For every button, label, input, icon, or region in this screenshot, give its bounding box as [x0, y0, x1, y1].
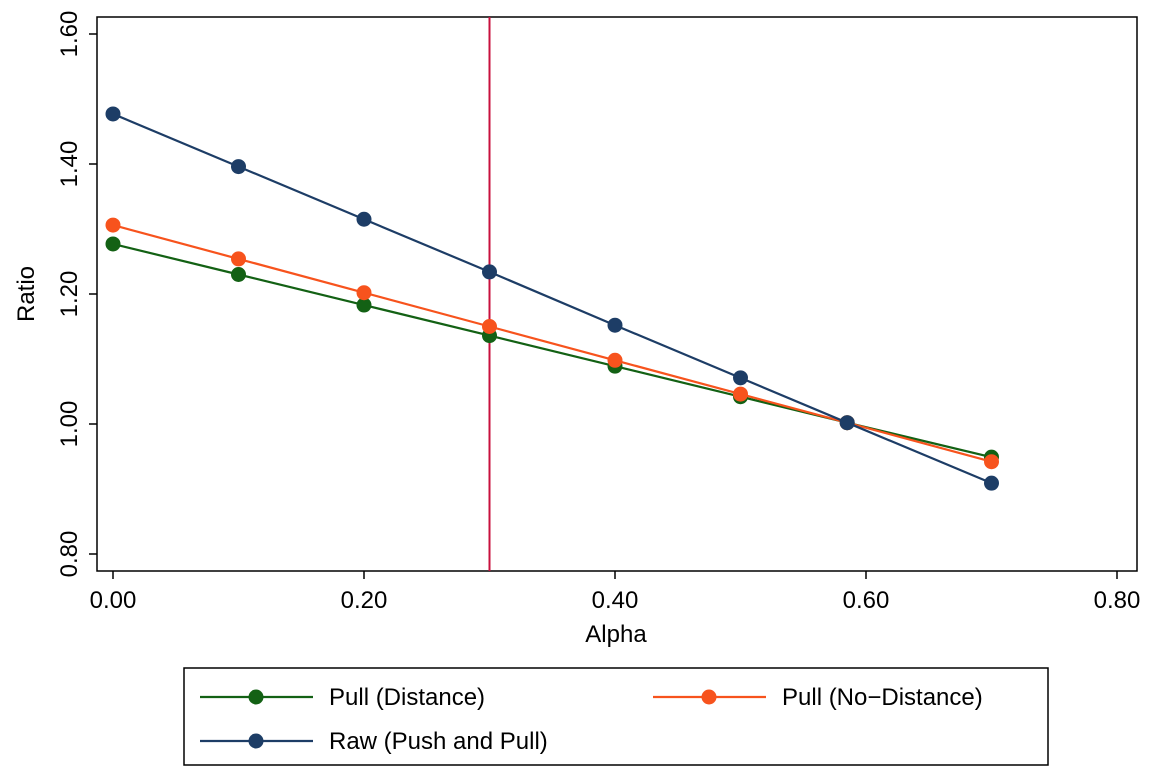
data-point	[733, 370, 748, 386]
data-point	[984, 454, 999, 470]
y-tick-label: 1.40	[56, 141, 83, 188]
data-point	[356, 211, 372, 227]
legend-item: Pull (Distance)	[200, 684, 485, 711]
series-2	[105, 217, 999, 470]
data-point	[482, 264, 497, 280]
series-line	[112, 112, 992, 485]
data-point	[231, 267, 246, 282]
y-axis-label: Ratio	[13, 266, 40, 322]
series-layer	[105, 106, 999, 491]
legend-item: Pull (No−Distance)	[653, 684, 983, 711]
x-tick-label: 0.00	[90, 587, 137, 614]
data-point	[105, 236, 121, 252]
x-tick-label: 0.60	[843, 587, 890, 614]
legend-item: Raw (Push and Pull)	[200, 728, 548, 755]
legend-label: Pull (Distance)	[329, 684, 485, 711]
data-point	[984, 475, 999, 491]
x-tick-label: 0.20	[341, 587, 388, 614]
legend-marker	[701, 689, 717, 705]
x-axis: 0.00 0.20 0.40 0.60 0.80	[90, 571, 1141, 614]
series-3	[105, 106, 999, 491]
data-point	[733, 386, 748, 402]
y-axis: 0.80 1.00 1.20 1.40 1.60	[56, 11, 97, 578]
legend: Pull (Distance) Pull (No−Distance) Raw (Pu…	[200, 684, 983, 755]
data-point	[356, 297, 372, 313]
y-tick-label: 1.00	[56, 401, 83, 448]
legend-marker	[248, 733, 264, 749]
data-point	[356, 285, 372, 301]
x-axis-label: Alpha	[585, 621, 647, 648]
x-tick-label: 0.80	[1094, 587, 1141, 614]
data-point	[105, 106, 121, 122]
y-tick-label: 1.60	[56, 11, 83, 58]
legend-label: Pull (No−Distance)	[782, 684, 983, 711]
data-point	[231, 251, 246, 267]
data-point	[607, 352, 623, 368]
data-point	[482, 319, 497, 334]
y-tick-label: 1.20	[56, 271, 83, 318]
data-point	[105, 217, 121, 233]
x-tick-label: 0.40	[592, 587, 639, 614]
legend-label: Raw (Push and Pull)	[329, 728, 548, 755]
legend-marker	[248, 689, 264, 705]
plot-area	[96, 16, 1138, 572]
legend-box	[183, 667, 1049, 766]
data-point	[231, 159, 246, 175]
series-line	[112, 224, 992, 463]
data-point	[839, 415, 855, 431]
data-point	[607, 317, 623, 333]
y-tick-label: 0.80	[56, 531, 83, 578]
